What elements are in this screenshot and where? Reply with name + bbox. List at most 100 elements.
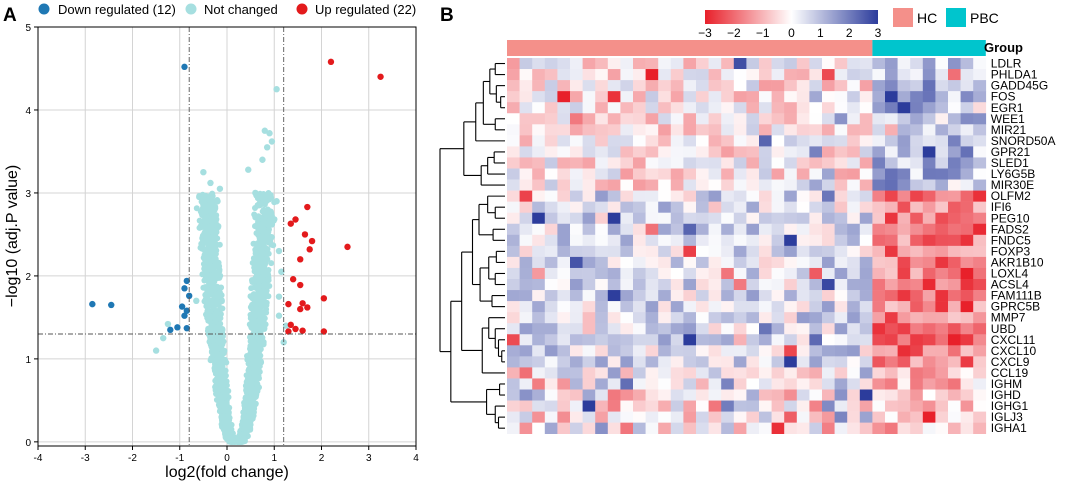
heatmap-cell (544, 301, 558, 313)
heatmap-cell (897, 113, 911, 125)
point-not-changed (222, 432, 229, 439)
point-up (301, 231, 309, 238)
heatmap-cell (582, 201, 596, 213)
heatmap-cell (507, 91, 520, 103)
heatmap-cell (948, 411, 961, 423)
heatmap-cell (582, 212, 596, 225)
heatmap-cell (796, 58, 810, 70)
point-not-changed (209, 210, 217, 217)
x-tick-label: -1 (175, 453, 184, 464)
point-not-changed (240, 435, 247, 442)
point-not-changed (200, 168, 207, 176)
point-up (327, 58, 335, 66)
heatmap-cell (607, 124, 621, 136)
heatmap-cell (948, 389, 961, 401)
heatmap-cell (633, 58, 646, 70)
heatmap-cell (784, 411, 798, 423)
heatmap-cell (620, 345, 634, 357)
heatmap-cell (759, 135, 772, 147)
heatmap-cell (645, 422, 659, 434)
heatmap-cell (872, 323, 886, 335)
heatmap-cell (620, 80, 634, 92)
heatmap-cell (935, 378, 949, 390)
heatmap-cell (834, 91, 848, 103)
heatmap-cell (507, 356, 520, 368)
heatmap-cell (809, 312, 823, 324)
heatmap-cell (607, 279, 621, 291)
heatmap-cell (885, 212, 898, 225)
heatmap-cell (582, 267, 596, 280)
heatmap-cell (721, 179, 735, 191)
heatmap-cell (519, 168, 533, 180)
point-not-changed (266, 130, 273, 137)
heatmap-cell (948, 267, 961, 280)
heatmap-cell (859, 80, 873, 92)
heatmap-cell (696, 356, 709, 368)
row-label: IGHA1 (991, 421, 1027, 435)
heatmap-cell (784, 212, 798, 225)
heatmap-cell (885, 157, 898, 169)
heatmap-cell (595, 356, 609, 368)
heatmap-cell (910, 135, 924, 147)
heatmap-cell (733, 411, 747, 423)
point-not-changed (214, 355, 221, 362)
point-not-changed (250, 393, 257, 400)
heatmap-cell (696, 301, 709, 313)
point-not-changed (248, 354, 255, 361)
heatmap-cell (809, 267, 823, 280)
heatmap-cell (708, 334, 722, 346)
heatmap-cell (746, 157, 760, 169)
heatmap-cell (696, 245, 709, 258)
heatmap-cell (759, 190, 772, 202)
heatmap-cell (507, 323, 520, 335)
heatmap-cell (670, 267, 684, 280)
heatmap-cell (507, 334, 520, 346)
heatmap-cell (885, 190, 898, 202)
heatmap-cell (784, 113, 798, 125)
heatmap-cell (607, 58, 621, 70)
heatmap-cell (595, 367, 609, 379)
heatmap-cell (960, 157, 974, 169)
heatmap-cell (872, 135, 886, 147)
heatmap-cell (645, 91, 659, 103)
heatmap-cell (544, 80, 558, 92)
heatmap-cell (960, 212, 974, 225)
heatmap-cell (960, 69, 974, 81)
heatmap-cell (746, 334, 760, 346)
point-up (292, 216, 299, 223)
heatmap-cell (620, 113, 634, 125)
heatmap-cell (822, 301, 835, 313)
heatmap-cell (557, 356, 571, 368)
x-tick-label: 3 (366, 453, 372, 464)
heatmap-cell (708, 256, 722, 269)
heatmap-cell (733, 312, 747, 324)
heatmap-cell (847, 157, 861, 169)
heatmap-cell (557, 58, 571, 70)
heatmap-cell (633, 234, 646, 247)
point-down (183, 324, 191, 332)
point-not-changed (268, 138, 276, 145)
heatmap-cell (708, 223, 722, 236)
heatmap-cell (784, 290, 798, 302)
heatmap-cell (822, 102, 835, 114)
heatmap-cell (696, 69, 709, 81)
row-label: CXCL9 (991, 355, 1030, 369)
heatmap-cell (746, 168, 760, 180)
point-up (289, 276, 297, 283)
heatmap-cell (620, 267, 634, 280)
heatmap-cell (633, 367, 646, 379)
heatmap-cell (683, 334, 697, 346)
heatmap-cell (507, 168, 520, 180)
heatmap-cell (746, 124, 760, 136)
heatmap-cell (872, 345, 886, 357)
heatmap-cell (935, 290, 949, 302)
heatmap-cell (834, 378, 848, 390)
heatmap-cell (708, 356, 722, 368)
heatmap-cell (834, 168, 848, 180)
heatmap-cell (784, 312, 798, 324)
heatmap-cell (582, 157, 596, 169)
heatmap-cell (809, 146, 823, 158)
row-label: PEG10 (991, 211, 1030, 225)
heatmap-cell (948, 168, 961, 180)
colorbar-ticks: −3 −2 −1 0 1 2 3 (698, 26, 882, 40)
